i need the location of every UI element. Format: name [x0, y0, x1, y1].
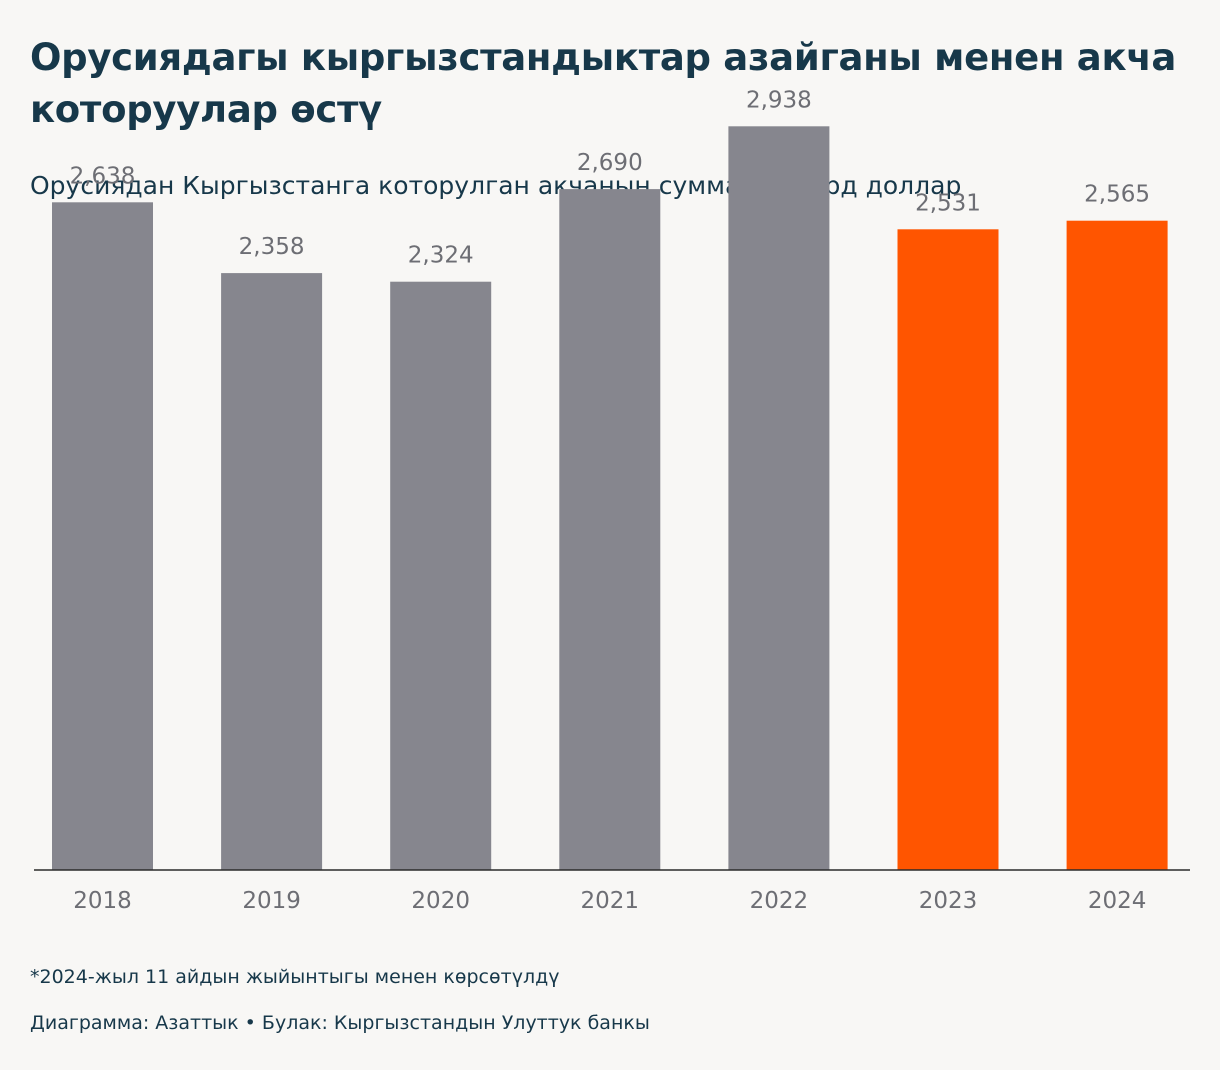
bar-2019	[221, 273, 323, 871]
bar-2018	[52, 202, 153, 871]
bar-2022	[728, 126, 830, 871]
bar-2024	[1066, 220, 1168, 870]
value-label-2018: 2,638	[70, 163, 136, 189]
bar-2021	[559, 189, 661, 871]
chart-title: Орусиядагы кыргызстандыктар азайганы мен…	[30, 36, 1177, 131]
value-label-2024: 2,565	[1084, 182, 1150, 208]
value-label-2021: 2,690	[577, 150, 643, 176]
value-label-2022: 2,938	[746, 87, 812, 113]
source-credits: Диаграмма: Азаттык • Булак: Кыргызстанды…	[30, 1012, 650, 1034]
labels-group: 2,638 2018 2,358 2019 2,324 2020 2,690 2021 2,93…	[70, 87, 1150, 914]
x-tick-label-2023: 2023	[919, 888, 978, 914]
value-label-2023: 2,531	[915, 190, 981, 216]
x-tick-label-2021: 2021	[581, 888, 640, 914]
x-tick-label-2022: 2022	[750, 888, 809, 914]
footnote: *2024-жыл 11 айдын жыйынтыгы менен көрсө…	[30, 966, 560, 988]
x-tick-label-2019: 2019	[242, 888, 301, 914]
x-tick-label-2018: 2018	[73, 888, 132, 914]
x-tick-label-2020: 2020	[411, 888, 470, 914]
value-label-2019: 2,358	[239, 234, 305, 260]
bar-2023	[897, 229, 999, 871]
x-tick-label-2024: 2024	[1088, 888, 1147, 914]
bar-chart: 2,638 2018 2,358 2019 2,324 2020 2,690 2021 2,93…	[34, 87, 1190, 914]
value-label-2020: 2,324	[408, 243, 474, 269]
bar-2020	[390, 281, 492, 870]
bars-group	[52, 126, 1168, 871]
